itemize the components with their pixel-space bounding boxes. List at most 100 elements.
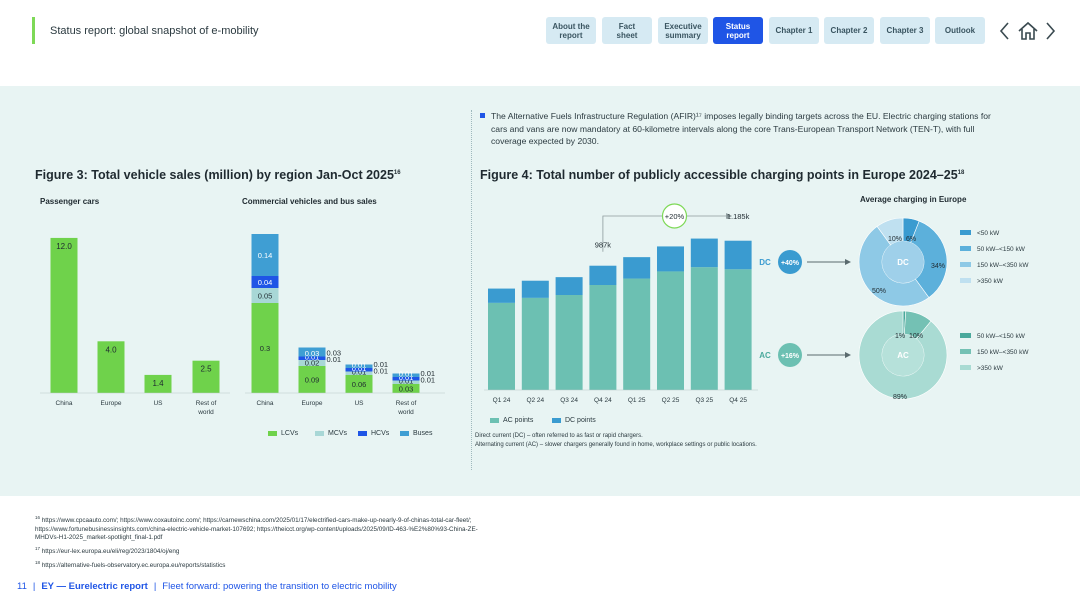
bar-lcvs-1 [298,366,326,393]
column-divider [471,110,472,470]
commercial-subtitle: Commercial vehicles and bus sales [242,197,377,206]
segment-label: 0.09 [305,376,320,385]
footnote-link[interactable]: https://eur-lex.europa.eu/eli/reg/2023/1… [40,547,180,555]
legend-swatch [960,333,971,338]
pie-center-label: DC [897,258,909,267]
segment-label: 0.04 [258,278,273,287]
chevron-left-icon[interactable] [998,20,1012,42]
legend-label: 150 kW–<350 kW [977,262,1029,269]
tab-outlook[interactable]: Outlook [935,17,985,44]
bar-ac-points-5 [657,271,684,390]
bar-label: 2.5 [200,365,212,374]
legend-label: 150 kW–<350 kW [977,349,1029,356]
arrow-head-icon [845,352,851,358]
bar-lcvs-3 [392,384,420,393]
category-label: Rest of world [196,400,217,416]
legend-label: LCVs [281,430,299,437]
segment-label: 0.01 [305,353,320,362]
segment-label: 0.06 [352,380,367,389]
bar-ac-points-0 [488,302,515,390]
header-accent-bar [32,17,35,44]
growth-badge [778,343,802,367]
legend-swatch [358,431,367,436]
footnote-number: 18 [35,559,41,565]
page-footer: 11 | EY — Eurelectric report | Fleet forward… [17,581,397,592]
end-value-label: 1.185k [727,212,750,221]
page-number: 11 [17,581,27,592]
pie-slice-label: 50% [872,288,886,295]
legend-item-buses: Buses [400,430,432,437]
pie-type-label: DC [759,258,771,267]
footer-brand: EY — Eurelectric report [41,581,148,592]
bar-dc-points-5 [657,246,684,272]
growth-badge [661,203,688,229]
legend-label: >350 kW [977,278,1004,285]
bar-dc-points-2 [555,277,583,295]
bar-mcvs-0 [251,288,279,303]
bar-dc-points-3 [589,265,617,285]
bar-passenger-0 [50,237,78,393]
pie-hole [882,241,924,283]
bar-label: 4.0 [105,345,117,354]
footer-separator: | [32,581,36,592]
tab-about-the-report[interactable]: About the report [546,17,596,44]
chevron-right-icon[interactable] [1043,20,1057,42]
segment-side-label: 0.03 [327,349,342,358]
home-icon[interactable] [1017,20,1039,42]
growth-label: +20% [665,212,685,221]
tab-executive-summary[interactable]: Executive summary [658,17,708,44]
bar-buses-3 [392,373,420,377]
legend-swatch [490,418,499,423]
segment-label: 0.3 [260,344,270,353]
legend-label: MCVs [328,430,348,437]
tab-fact-sheet[interactable]: Fact sheet [602,17,652,44]
segment-label: 0.01 [399,377,414,386]
bar-buses-2 [345,364,373,368]
bar-mcvs-3 [392,380,420,384]
legend-swatch [268,431,277,436]
category-label: Q1 25 [628,397,646,404]
bullet-marker [480,113,485,118]
tab-chapter-3[interactable]: Chapter 3 [880,17,930,44]
bar-dc-points-6 [690,238,718,268]
tab-status-report[interactable]: Status report [713,17,763,44]
segment-label: 0.01 [352,368,367,377]
segment-label: 0.02 [305,359,320,368]
footer-separator: | [153,581,157,592]
footer-report-title: Fleet forward: powering the transition t… [162,581,397,592]
tab-chapter-1[interactable]: Chapter 1 [769,17,819,44]
tab-chapter-2[interactable]: Chapter 2 [824,17,874,44]
legend-swatch [960,349,971,354]
legend-swatch [960,278,971,283]
bar-buses-0 [251,234,279,276]
legend-swatch [315,431,324,436]
charging-notes: Direct current (DC) – often referred to … [475,432,757,450]
category-label: China [257,400,274,407]
legend-swatch [400,431,409,436]
footnote-number: 17 [35,545,41,551]
category-label: China [56,400,73,407]
segment-label: 0.05 [258,292,273,301]
pie-slice-label: 10% [909,333,923,340]
footnote-link[interactable]: https://alternative-fuels-observatory.ec… [40,561,226,569]
figure-4-legend: AC points DC points [490,417,690,427]
legend-label: >350 kW [977,365,1004,372]
note-dc: Direct current (DC) – often referred to … [475,433,643,439]
legend-item-lcvs: LCVs [268,430,298,437]
afir-text: The Alternative Fuels Infrastructure Reg… [491,111,991,146]
legend-swatch [960,246,971,251]
footnote-link[interactable]: https://www.cpcaauto.com/; https://www.c… [35,517,478,542]
passenger-cars-chart: 12.0 China 4.0 Europe 1.4 US 2.5 Rest of world [40,237,230,416]
category-label: Q3 24 [560,397,578,404]
category-label: Q3 25 [695,397,713,404]
bar-ac-points-1 [521,297,549,390]
category-label: US [153,400,163,407]
legend-label: HCVs [371,430,390,437]
bar-lcvs-0 [251,303,279,393]
pie-center-label: AC [897,351,909,360]
pie-dc: DC 6% 34% 50% 10% <50 kW 50 kW–<150 kW 150 kW–<… [858,217,1029,307]
segment-label: 0.03 [305,349,320,358]
category-label: US [354,400,364,407]
category-label: Q1 24 [493,397,511,404]
